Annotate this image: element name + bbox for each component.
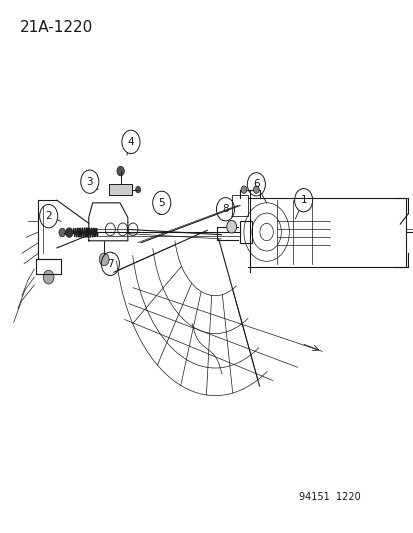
Circle shape	[226, 220, 236, 233]
Bar	[239, 221, 252, 243]
Circle shape	[43, 270, 54, 284]
Circle shape	[116, 166, 124, 176]
Text: 2: 2	[45, 211, 52, 221]
Text: 5: 5	[158, 198, 165, 208]
Text: 4: 4	[127, 137, 134, 147]
Bar	[231, 195, 247, 216]
Text: 1: 1	[299, 195, 306, 205]
Text: 8: 8	[222, 204, 228, 214]
Circle shape	[99, 253, 109, 266]
Circle shape	[59, 228, 65, 237]
Circle shape	[65, 228, 73, 237]
Bar	[109, 184, 132, 195]
Text: 7: 7	[107, 259, 114, 269]
Text: 3: 3	[86, 176, 93, 187]
Text: 21A-1220: 21A-1220	[20, 20, 93, 35]
Text: 6: 6	[252, 179, 259, 189]
Circle shape	[253, 186, 259, 193]
Text: 94151  1220: 94151 1220	[299, 492, 361, 503]
Circle shape	[135, 187, 140, 193]
Circle shape	[240, 186, 246, 193]
